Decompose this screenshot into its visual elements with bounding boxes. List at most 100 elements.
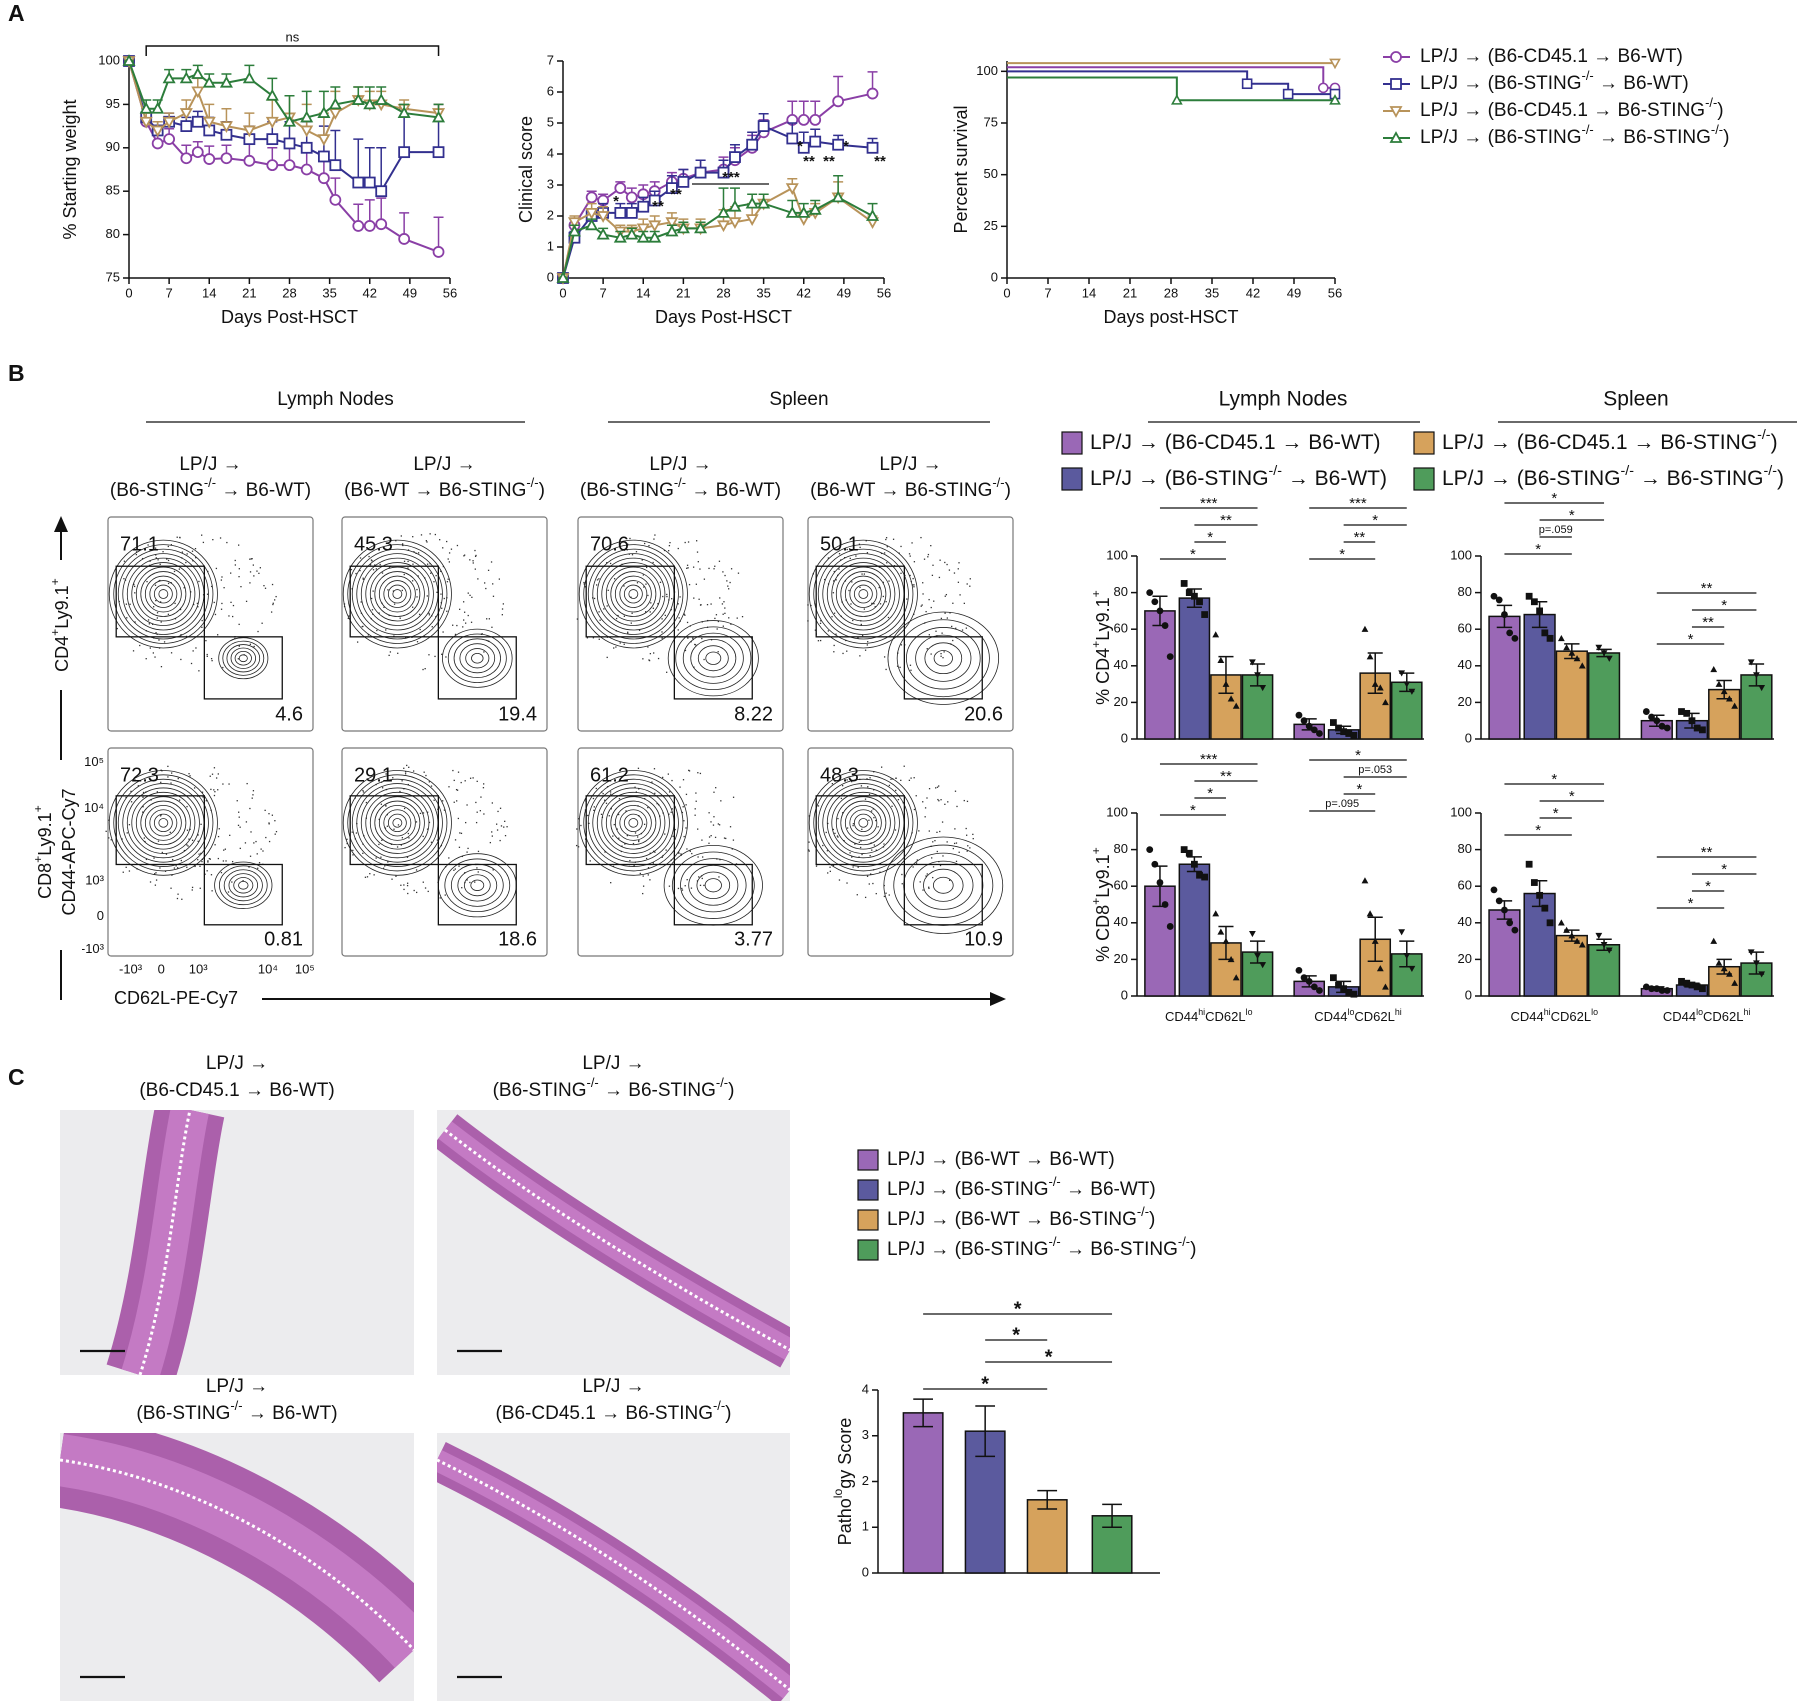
event-dot [657,603,659,605]
event-dot [152,652,155,654]
event-dot [932,866,935,868]
event-dot [387,589,389,591]
event-dot [464,780,466,782]
x-tick-label: 35 [1205,285,1219,300]
data-point [242,125,256,138]
event-dot [833,612,836,614]
event-dot [612,865,615,868]
data-point [1536,607,1543,615]
event-dot [458,865,460,867]
label-bg [48,560,74,690]
event-dot [928,634,930,636]
event-dot [153,857,155,859]
event-dot [938,800,940,802]
data-point [1546,634,1554,642]
event-dot [866,875,869,877]
event-dot [446,610,448,612]
error-bar [1102,1503,1122,1528]
data-point [1678,708,1685,715]
event-dot [965,827,967,830]
event-dot [426,811,429,813]
event-dot [820,620,822,622]
event-dot [130,801,133,803]
event-dot [199,865,201,867]
event-dot [952,639,954,642]
image-title: LP/J → [206,1053,268,1074]
data-point [163,133,176,146]
event-dot [249,807,251,810]
x-tick-label: 21 [242,285,256,300]
event-dot [643,823,646,826]
event-dot [863,573,866,575]
event-dot [476,811,478,813]
data-point [1305,722,1313,730]
gate [815,795,906,866]
contour [705,651,722,665]
event-dot [865,540,867,542]
data-point [786,132,799,145]
event-dot [239,826,241,828]
event-dot [128,870,131,872]
censor-mark [1170,94,1183,105]
event-dot [638,840,640,843]
event-dot [817,805,820,807]
event-dot [724,574,726,577]
event-dot [472,560,474,562]
event-dot [668,544,671,547]
event-dot [470,621,473,623]
column-title: LP/J → [413,454,475,475]
data-point [785,206,799,218]
gate-percent: 48.3 [820,764,859,786]
event-dot [230,572,232,574]
event-dot [576,828,578,830]
event-dot [851,856,853,858]
event-dot [648,659,650,661]
event-dot [623,615,626,617]
data-point [596,211,610,223]
event-dot [939,559,941,561]
event-dot [159,579,161,582]
event-dot [207,861,209,863]
contour-plot [807,536,1000,705]
event-dot [375,568,377,570]
event-dot [149,560,151,562]
event-dot [426,595,428,597]
event-dot [684,541,686,544]
survival-line [1007,66,1335,89]
data-point [191,67,205,79]
data-point [1254,953,1261,960]
y-tick-label: 0 [97,908,104,923]
event-dot [807,604,809,606]
contour [471,652,484,664]
data-point [397,106,411,118]
significance-label: * [981,1373,989,1395]
data-point [1185,589,1193,596]
data-point [1490,592,1498,600]
event-dot [953,572,956,574]
contour [226,644,261,673]
event-dot [268,813,270,815]
event-dot [827,630,830,632]
event-dot [609,793,612,795]
contour [238,654,248,663]
event-dot [215,777,218,779]
x-axis-title: Days Post-HSCT [221,307,358,327]
event-dot [238,575,240,578]
contour [238,880,249,890]
contour [113,544,214,644]
event-dot [145,658,147,660]
event-dot [827,557,830,559]
gate-percent: 20.6 [964,703,1003,725]
data-point [745,196,759,209]
image-title: (B6-CD45.1 → B6-STING-/-) [495,1398,731,1424]
event-dot [669,541,671,544]
event-dot [249,855,252,857]
event-dot [935,630,937,632]
event-dot [191,550,194,552]
event-dot [433,581,435,583]
contour [840,571,887,617]
event-dot [831,783,834,785]
data-point [1345,730,1353,737]
y-tick-label: 90 [106,139,120,154]
event-dot [885,601,887,603]
